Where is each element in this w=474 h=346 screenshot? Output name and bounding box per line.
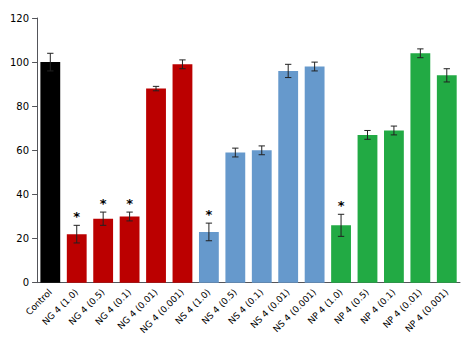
svg-text:NS 4 (1.0): NS 4 (1.0) bbox=[173, 287, 213, 327]
svg-text:NS 4 (0.1): NS 4 (0.1) bbox=[226, 287, 266, 327]
svg-text:20: 20 bbox=[16, 233, 29, 244]
svg-text:Control: Control bbox=[23, 287, 54, 318]
svg-text:*: * bbox=[126, 196, 133, 211]
svg-text:NP 4 (0.01): NP 4 (0.01) bbox=[381, 287, 424, 330]
svg-text:NG 4 (0.01): NG 4 (0.01) bbox=[115, 287, 160, 332]
svg-text:NG 4 (1.0): NG 4 (1.0) bbox=[40, 287, 81, 327]
svg-text:*: * bbox=[205, 207, 212, 222]
svg-text:NG 4 (0.001): NG 4 (0.001) bbox=[138, 287, 186, 335]
svg-text:120: 120 bbox=[10, 13, 29, 24]
svg-text:80: 80 bbox=[16, 101, 29, 112]
svg-text:*: * bbox=[338, 198, 345, 213]
svg-text:*: * bbox=[73, 209, 80, 224]
svg-text:0: 0 bbox=[23, 277, 29, 288]
svg-text:NG 4 (0.5): NG 4 (0.5) bbox=[66, 287, 107, 327]
svg-text:60: 60 bbox=[16, 145, 29, 156]
svg-text:NS 4 (0.01): NS 4 (0.01) bbox=[248, 287, 292, 331]
svg-text:NP 4 (1.0): NP 4 (1.0) bbox=[305, 287, 345, 326]
svg-text:100: 100 bbox=[10, 57, 29, 68]
svg-text:NS 4 (0.5): NS 4 (0.5) bbox=[199, 287, 239, 327]
svg-text:*: * bbox=[100, 196, 107, 211]
svg-text:NP 4 (0.1): NP 4 (0.1) bbox=[358, 287, 398, 326]
svg-text:NP 4 (0.001): NP 4 (0.001) bbox=[403, 287, 450, 334]
svg-text:NP 4 (0.5): NP 4 (0.5) bbox=[332, 287, 371, 326]
svg-text:40: 40 bbox=[16, 189, 29, 200]
svg-text:NG 4 (0.1): NG 4 (0.1) bbox=[93, 287, 134, 327]
svg-text:NS 4 (0.001): NS 4 (0.001) bbox=[271, 287, 318, 334]
